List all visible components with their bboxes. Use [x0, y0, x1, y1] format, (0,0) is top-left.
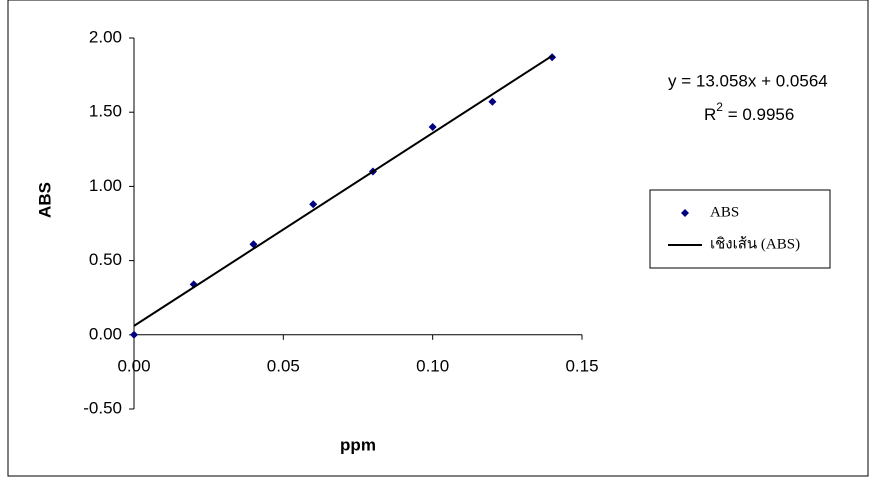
y-tick-label: 0.00 — [89, 324, 122, 343]
legend-label: เชิงเส้น (ABS) — [710, 235, 800, 252]
x-axis-title: ppm — [340, 435, 376, 454]
y-tick-label: 0.50 — [89, 250, 122, 269]
r-text: = 0.9956 — [723, 105, 794, 124]
data-point — [548, 53, 557, 62]
legend — [649, 189, 831, 269]
data-point — [428, 123, 437, 132]
data-point — [488, 97, 497, 106]
trend-line — [133, 54, 553, 327]
r-squared: R2 = 0.9956 — [704, 100, 794, 124]
trend-equation: y = 13.058x + 0.0564 — [668, 71, 828, 90]
r-base: R — [704, 105, 716, 124]
data-point — [309, 200, 318, 209]
x-tick-label: 0.00 — [117, 356, 150, 375]
y-tick-label: -0.50 — [83, 398, 122, 417]
data-point — [130, 330, 138, 339]
y-tick-label: 1.50 — [89, 102, 122, 121]
data-point — [249, 240, 258, 249]
x-tick-label: 0.15 — [565, 356, 598, 375]
x-tick-label: 0.05 — [267, 356, 300, 375]
x-tick-label: 0.10 — [416, 356, 449, 375]
r-sup: 2 — [716, 100, 723, 114]
legend-label: ABS — [710, 204, 739, 220]
legend-marker — [681, 209, 689, 217]
y-tick-label: 2.00 — [89, 27, 122, 46]
y-tick-label: 1.00 — [89, 176, 122, 195]
y-axis-title: ABS — [35, 182, 54, 218]
chart-frame — [7, 0, 869, 477]
